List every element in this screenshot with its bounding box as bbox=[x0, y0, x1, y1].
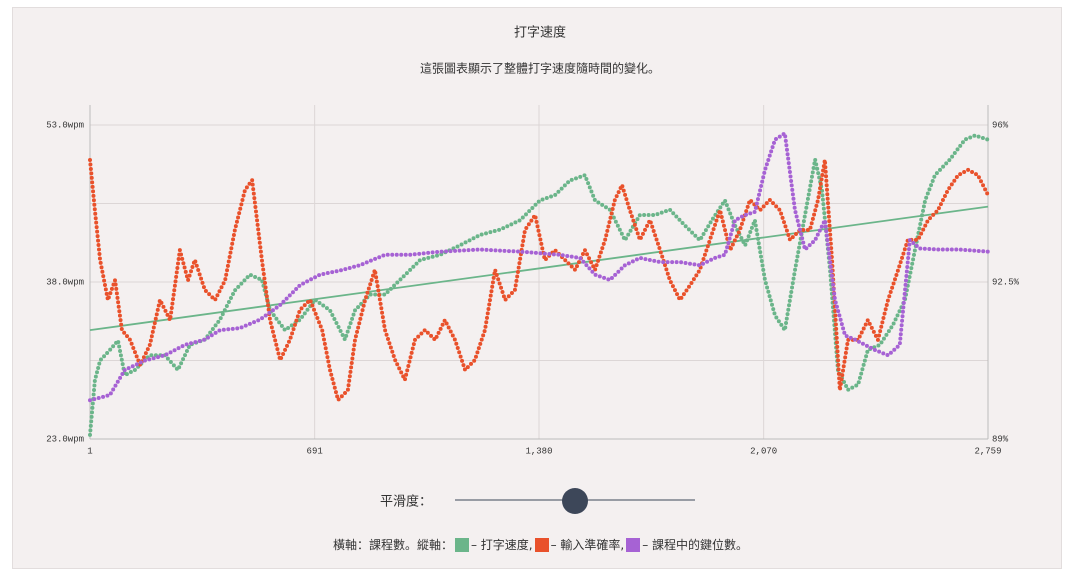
slider-label: 平滑度： bbox=[380, 494, 432, 510]
legend-prefix: 橫軸：課程數。縱軸： bbox=[332, 538, 453, 552]
chart-subtitle: 這張圖表顯示了整體打字速度隨時間的變化。 bbox=[420, 61, 660, 76]
series-dots bbox=[88, 133, 990, 437]
y2-tick-label: 92.5% bbox=[992, 277, 1020, 287]
trend-line bbox=[89, 205, 989, 332]
legend-swatch bbox=[454, 538, 469, 552]
series-dots bbox=[88, 157, 990, 404]
x-tick-label: 1 bbox=[87, 446, 92, 456]
legend-label: – 打字速度, bbox=[470, 538, 533, 552]
slider-knob[interactable] bbox=[562, 488, 588, 514]
x-tick-label: 2,759 bbox=[974, 446, 1001, 456]
legend-swatch bbox=[626, 538, 641, 552]
y2-tick-label: 89% bbox=[992, 434, 1009, 444]
x-tick-label: 1,380 bbox=[525, 446, 552, 456]
y2-tick-label: 96% bbox=[992, 120, 1009, 130]
legend-swatch bbox=[534, 538, 549, 552]
x-tick-label: 2,070 bbox=[750, 446, 777, 456]
legend: 橫軸：課程數。縱軸： – 打字速度, – 輸入準確率, – 課程中的鍵位數。 bbox=[0, 536, 1081, 553]
chart-card bbox=[12, 7, 1062, 569]
legend-label: – 輸入準確率, bbox=[550, 538, 625, 552]
chart-title: 打字速度 bbox=[514, 25, 566, 41]
y-tick-label: 38.0wpm bbox=[46, 277, 84, 287]
x-tick-label: 691 bbox=[307, 446, 323, 456]
series-dots bbox=[88, 129, 990, 403]
legend-label: – 課程中的鍵位數。 bbox=[642, 538, 749, 552]
y-tick-label: 23.0wpm bbox=[46, 434, 84, 444]
y-tick-label: 53.0wpm bbox=[46, 120, 84, 130]
